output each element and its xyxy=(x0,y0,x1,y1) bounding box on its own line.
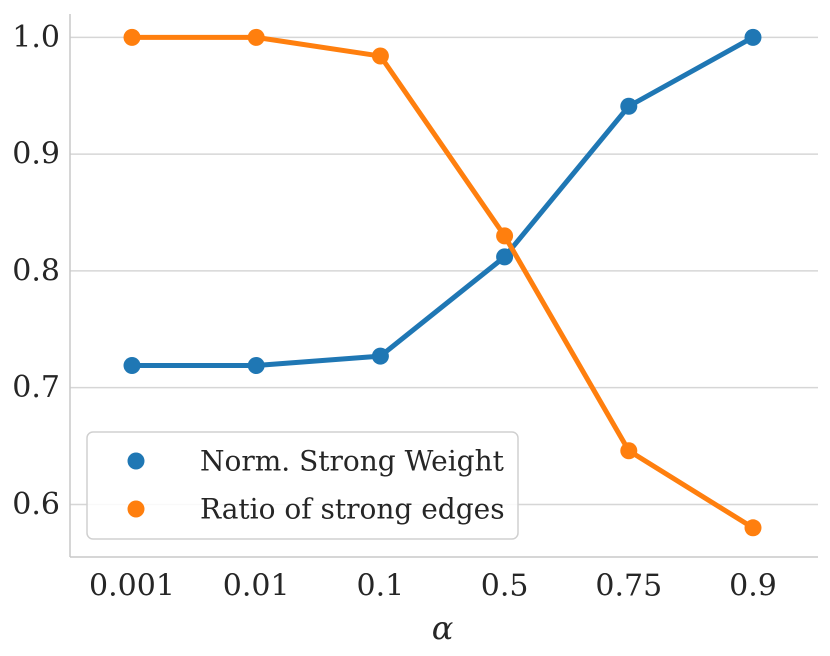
legend-box xyxy=(86,431,519,540)
data-point xyxy=(620,97,638,115)
legend: Norm. Strong Weight Ratio of strong edges xyxy=(86,431,519,540)
legend-marker xyxy=(127,452,145,470)
data-point xyxy=(496,227,514,245)
y-tick-label: 0.9 xyxy=(12,137,60,172)
data-point xyxy=(123,356,141,374)
series-0 xyxy=(123,28,762,374)
series-line xyxy=(129,34,756,531)
series-1 xyxy=(123,28,762,537)
data-series xyxy=(123,28,762,537)
axes-spines xyxy=(69,14,818,558)
legend-label: Norm. Strong Weight xyxy=(200,445,505,478)
x-tick-label: 0.001 xyxy=(89,569,175,604)
y-tick-label: 0.7 xyxy=(12,370,60,405)
x-tick-labels: 0.001 0.01 0.1 0.5 0.75 0.9 xyxy=(89,569,777,604)
y-tick-label: 1.0 xyxy=(12,20,60,55)
y-tick-label: 0.6 xyxy=(12,487,60,522)
x-tick-label: 0.5 xyxy=(481,569,529,604)
data-point xyxy=(123,28,141,46)
data-point xyxy=(744,28,762,46)
data-point xyxy=(247,28,265,46)
data-point xyxy=(247,356,265,374)
data-point xyxy=(496,248,514,266)
y-tick-label: 0.8 xyxy=(12,253,60,288)
y-tick-labels: 0.6 0.7 0.8 0.9 1.0 xyxy=(12,20,60,522)
x-tick-label: 0.9 xyxy=(729,569,777,604)
data-point xyxy=(371,47,389,65)
x-tick-label: 0.75 xyxy=(595,569,662,604)
legend-label: Ratio of strong edges xyxy=(200,493,505,526)
x-tick-label: 0.01 xyxy=(223,569,290,604)
data-point xyxy=(620,442,638,460)
legend-marker xyxy=(127,500,145,518)
x-tick-label: 0.1 xyxy=(357,569,405,604)
data-point xyxy=(371,347,389,365)
x-axis-label: α xyxy=(432,609,454,647)
series-line xyxy=(129,34,756,368)
data-point xyxy=(744,519,762,537)
